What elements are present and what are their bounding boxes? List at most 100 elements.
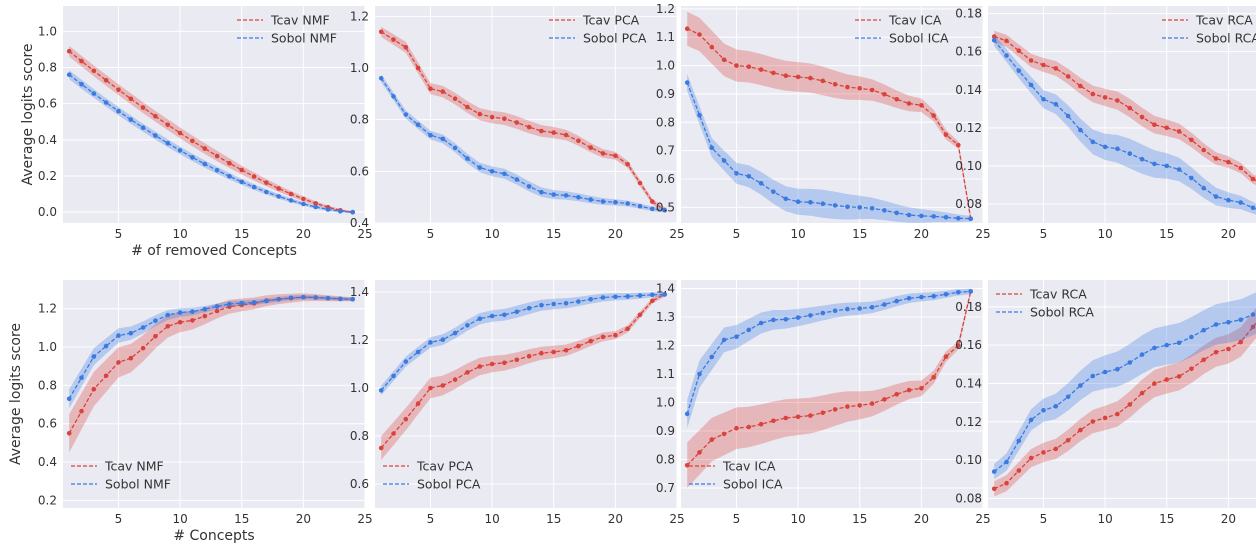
data-point [894,210,899,216]
data-point [79,375,84,381]
chart-panel-5: 5 10 15 20 25 0.2 0.4 0.6 0.8 1.0 1.2 Tcav NMF Sobol… [8,280,373,544]
plot-area [988,6,1256,223]
data-point [428,385,433,391]
data-point [177,148,183,153]
data-point [919,386,924,391]
data-point [1189,175,1194,181]
legend-label: Sobol NMF [105,477,171,492]
x-tick-label: 25 [357,227,372,241]
x-tick-label: 5 [733,512,741,526]
data-point [931,293,936,299]
data-point [128,96,134,102]
data-point [264,180,269,185]
y-tick-label: 1.0 [38,340,57,354]
y-tick-label: 0.8 [38,378,57,392]
data-point [650,206,655,212]
data-point [771,70,776,76]
data-point [625,201,630,206]
data-point [428,340,433,345]
data-point [140,105,146,110]
data-point [465,156,470,161]
data-point [465,323,470,328]
data-point [440,136,446,142]
data-point [502,312,507,318]
data-point [625,326,630,332]
data-point [931,113,936,118]
data-point [1152,161,1157,167]
data-point [177,130,183,136]
data-point [588,338,593,344]
legend-label: Sobol ICA [889,31,949,46]
data-point [991,38,997,43]
data-point [190,155,195,160]
data-point [239,300,244,306]
data-point [514,120,520,125]
data-point [477,111,483,117]
data-point [613,332,618,338]
data-point [202,146,208,151]
data-point [820,310,826,316]
data-point [709,354,715,360]
legend: Tcav RCA Sobol RCA [996,287,1094,320]
data-point [684,80,690,85]
data-point [202,161,208,167]
data-point [391,94,396,99]
x-tick-label: 10 [484,227,499,241]
data-point [526,184,532,189]
data-point [721,158,727,163]
series-line [68,296,353,400]
data-point [350,296,356,302]
y-tick-label: 1.3 [656,310,675,324]
data-point [684,411,690,417]
data-point [637,293,643,298]
y-tick-label: 1.4 [656,282,675,296]
data-point [165,140,171,146]
data-point [1090,373,1096,379]
y-tick-label: 0.8 [656,453,675,467]
series-layer [991,292,1256,497]
data-point [588,297,593,302]
legend: Tcav PCA Sobol PCA [549,13,647,46]
data-point [734,171,739,176]
data-point [600,334,606,340]
data-point [526,124,532,130]
x-tick-label: 10 [1097,512,1112,526]
data-point [845,404,850,409]
data-point [1041,97,1046,102]
data-point [313,201,319,206]
data-point [808,313,813,318]
legend: Tcav RCA Sobol RCA [1162,13,1256,46]
data-point [79,408,84,414]
data-point [721,337,727,343]
data-point [153,318,158,324]
y-tick-label: 0.0 [38,205,57,219]
x-axis-label: # Concepts [173,528,254,544]
y-tick-label: 0.2 [38,493,57,507]
data-point [613,200,618,205]
x-tick-label: 20 [1221,512,1236,526]
data-point [808,200,813,205]
data-point [140,125,146,130]
data-point [403,359,409,364]
data-point [1139,390,1145,396]
data-point [906,296,912,301]
data-point [882,208,887,213]
data-point [991,34,997,39]
x-tick-label: 25 [357,512,372,526]
data-point [1028,455,1034,461]
chart-panel-6: 5 10 15 20 25 0.6 0.8 1.0 1.2 1.4 Tcav PCA Sobol PC… [350,280,685,526]
x-tick-label: 10 [172,227,187,241]
y-tick-label: 1.4 [350,285,369,299]
x-tick-label: 20 [914,227,929,241]
data-point [662,207,667,213]
data-point [1053,101,1059,107]
data-point [502,116,507,121]
data-point [153,114,158,119]
data-point [477,165,483,170]
data-point [1189,366,1194,372]
x-tick-label: 25 [975,512,990,526]
data-point [227,174,232,179]
data-point [264,189,269,195]
data-point [1139,114,1145,120]
data-point [177,310,183,315]
